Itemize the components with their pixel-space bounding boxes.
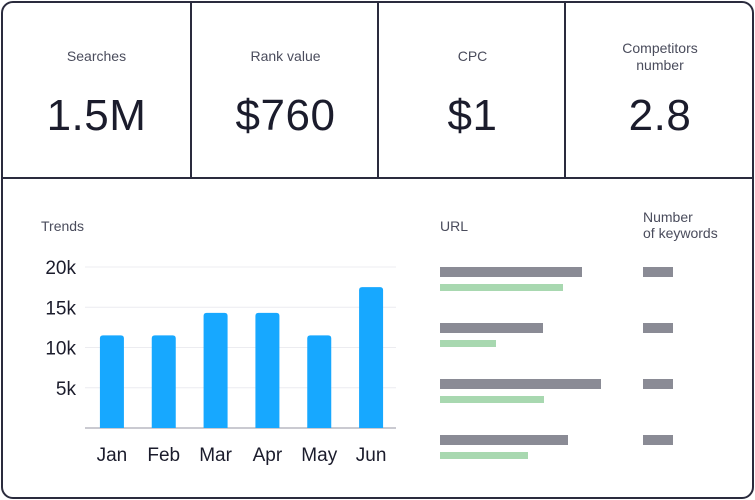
bar-jan xyxy=(99,335,124,428)
keywords-count-placeholder xyxy=(643,435,673,445)
y-tick-label: 15k xyxy=(45,298,76,319)
url-subtext-placeholder-bar xyxy=(440,340,496,347)
x-tick-label: May xyxy=(301,445,337,466)
trends-bar-chart: 5k 10k 15k 20k Jan Feb Mar Apr May Jun xyxy=(45,258,396,466)
url-subtext-placeholder-bar xyxy=(440,284,563,291)
keywords-count-placeholder xyxy=(643,323,673,333)
metric-label: Rank value xyxy=(250,48,321,64)
keywords-count-placeholder xyxy=(643,267,673,277)
keywords-column-header: Number of keywords xyxy=(643,209,718,241)
metric-rank-value: Rank value $760 xyxy=(190,3,379,177)
x-tick-label: Mar xyxy=(199,445,232,466)
y-tick-label: 20k xyxy=(45,258,76,279)
x-tick-label: Feb xyxy=(147,445,180,466)
metric-label: Competitors number xyxy=(622,40,698,73)
url-placeholder-bar xyxy=(440,323,543,333)
metric-label: CPC xyxy=(457,48,488,64)
bar-jun xyxy=(359,287,384,428)
bar-apr xyxy=(255,312,280,428)
trends-title: Trends xyxy=(41,218,85,234)
url-placeholder-bar xyxy=(440,435,568,445)
bar-may xyxy=(307,335,332,428)
x-tick-label: Jan xyxy=(97,445,128,466)
url-column-header: URL xyxy=(440,218,469,234)
url-placeholder-bar xyxy=(440,379,601,389)
y-tick-label: 10k xyxy=(45,339,76,360)
url-subtext-placeholder-bar xyxy=(440,452,528,459)
metrics-row: Searches 1.5M Rank value $760 CPC $1 Com… xyxy=(3,3,752,179)
metric-searches: Searches 1.5M xyxy=(3,3,190,177)
metric-value: $1 xyxy=(447,91,498,140)
metric-value: $760 xyxy=(235,91,336,140)
x-tick-label: Jun xyxy=(356,445,387,466)
metric-label: Searches xyxy=(66,48,127,64)
url-subtext-placeholder-bar xyxy=(440,396,544,403)
bar-feb xyxy=(151,335,176,428)
url-placeholder-bar xyxy=(440,267,582,277)
keywords-count-placeholder xyxy=(643,379,673,389)
metric-competitors-number: Competitors number 2.8 xyxy=(564,3,752,177)
metric-value: 1.5M xyxy=(46,91,147,140)
metric-value: 2.8 xyxy=(628,91,692,140)
metric-cpc: CPC $1 xyxy=(377,3,566,177)
x-tick-label: Apr xyxy=(253,445,283,466)
bar-mar xyxy=(203,312,228,428)
y-tick-label: 5k xyxy=(56,379,77,400)
